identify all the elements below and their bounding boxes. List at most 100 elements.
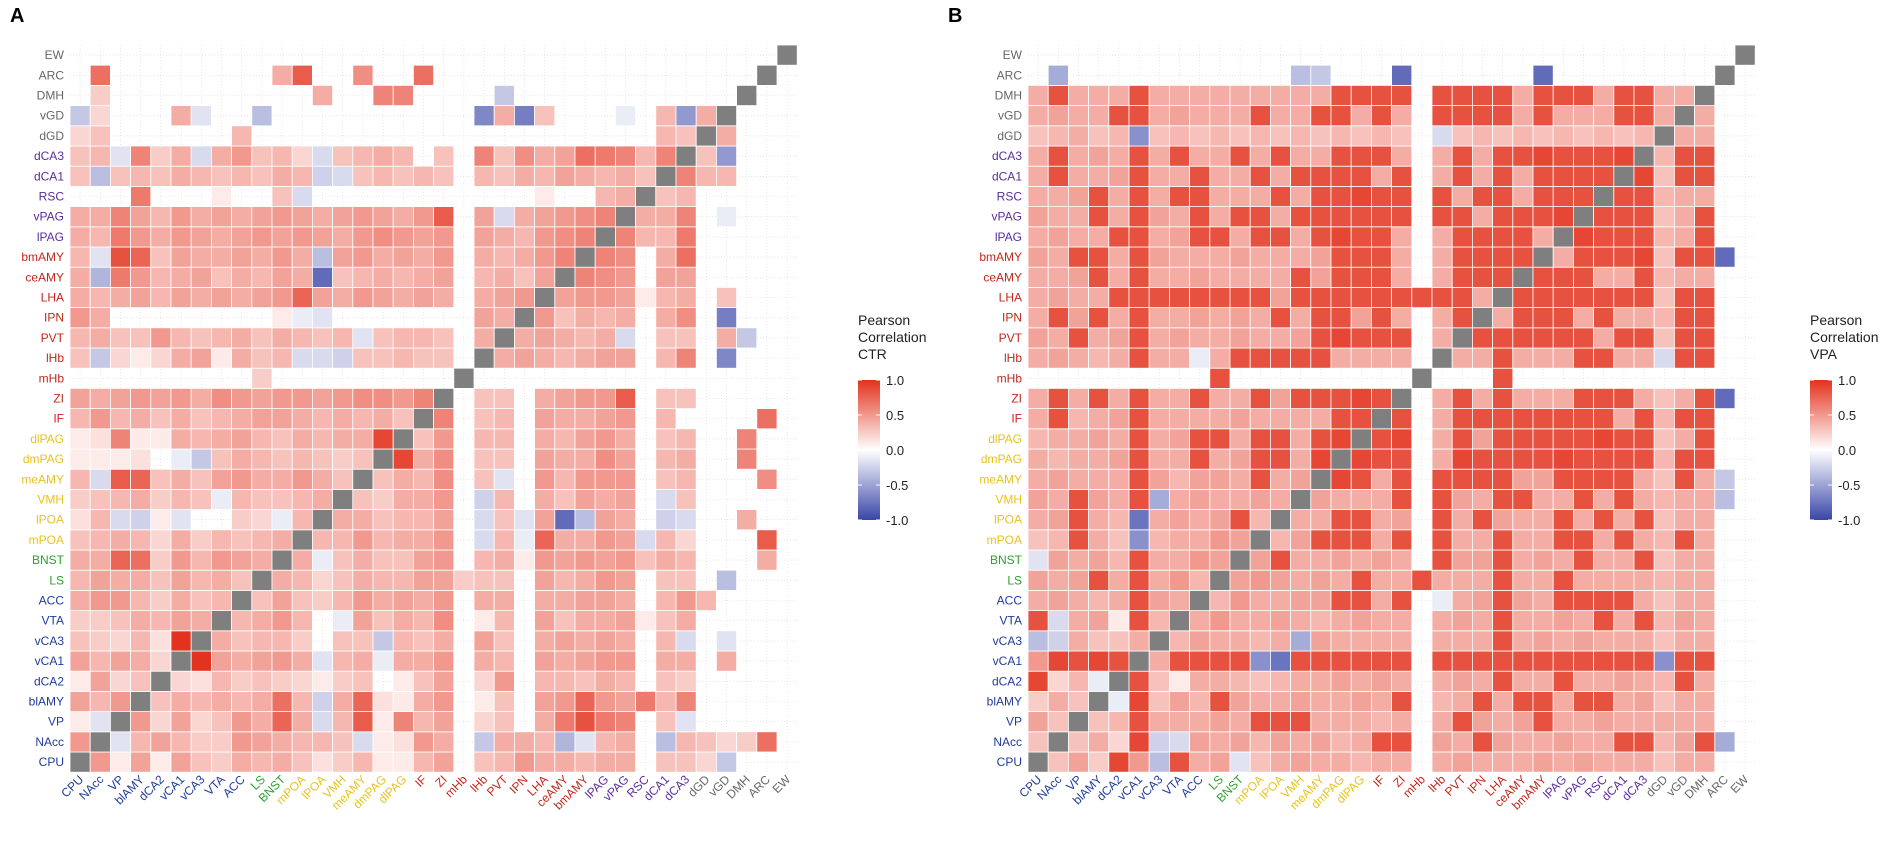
heatmap-cell <box>1068 731 1090 753</box>
y-tick-label: blAMY <box>987 695 1022 709</box>
heatmap-cell <box>311 307 333 329</box>
colorbar-tick-label: 1.0 <box>886 373 904 388</box>
heatmap-cell <box>1209 307 1231 329</box>
heatmap-cell <box>594 468 616 490</box>
heatmap-cell <box>1290 549 1312 571</box>
heatmap-cell <box>433 590 455 612</box>
heatmap-cell <box>1068 85 1090 107</box>
y-tick-label: dCA1 <box>34 169 64 183</box>
heatmap-cell <box>1573 165 1595 187</box>
heatmap-cell <box>210 670 232 692</box>
heatmap-cell <box>1128 711 1150 733</box>
heatmap-cell <box>1310 408 1332 430</box>
heatmap-cell <box>110 408 132 430</box>
heatmap-cell <box>352 488 374 510</box>
heatmap-cell <box>69 408 91 430</box>
heatmap-cell <box>1371 670 1393 692</box>
heatmap-cell <box>251 165 273 187</box>
heatmap-cell <box>1249 650 1271 672</box>
heatmap-cell <box>1249 691 1271 713</box>
heatmap-cell <box>675 125 697 147</box>
heatmap-cell <box>1633 569 1655 591</box>
heatmap-cell <box>594 549 616 571</box>
heatmap-cell <box>69 387 91 409</box>
heatmap-cell <box>1047 428 1069 450</box>
heatmap-cell <box>1068 590 1090 612</box>
heatmap-cell <box>150 266 172 288</box>
heatmap-cell <box>1047 246 1069 268</box>
heatmap-cell <box>1653 731 1675 753</box>
heatmap-cell <box>493 529 515 551</box>
heatmap-cell <box>271 185 293 207</box>
heatmap-cell <box>1169 569 1191 591</box>
heatmap-cell <box>655 549 677 571</box>
heatmap-cell <box>1532 630 1554 652</box>
heatmap-cell <box>655 327 677 349</box>
heatmap-cell <box>1674 569 1696 591</box>
heatmap-cell <box>1270 590 1292 612</box>
heatmap-cell <box>1431 468 1453 490</box>
heatmap-cell <box>231 488 253 510</box>
heatmap-cell <box>433 226 455 248</box>
heatmap-cell <box>473 691 495 713</box>
heatmap-cell <box>554 165 576 187</box>
y-tick-label: IPN <box>44 311 64 325</box>
heatmap-cell <box>473 569 495 591</box>
heatmap-cell <box>1391 206 1413 228</box>
heatmap-cell <box>1492 731 1514 753</box>
heatmap-cell <box>1532 610 1554 632</box>
heatmap-cell <box>1290 610 1312 632</box>
heatmap-cell <box>1532 266 1554 288</box>
heatmap-cell <box>675 347 697 369</box>
heatmap-cell <box>1472 650 1494 672</box>
heatmap-cell <box>1249 185 1271 207</box>
heatmap-cell <box>1047 691 1069 713</box>
heatmap-cell <box>1270 387 1292 409</box>
heatmap-cell <box>1128 590 1150 612</box>
heatmap-cell <box>271 691 293 713</box>
heatmap-cell <box>1350 751 1372 773</box>
heatmap-cell <box>574 731 596 753</box>
heatmap-cell <box>271 549 293 571</box>
heatmap-cell <box>1088 206 1110 228</box>
heatmap-cell <box>1108 630 1130 652</box>
heatmap-cell <box>89 428 111 450</box>
heatmap-cell <box>110 145 132 167</box>
heatmap-cell <box>311 468 333 490</box>
heatmap-cell <box>1088 468 1110 490</box>
heatmap-cell <box>514 347 536 369</box>
heatmap-cell <box>251 650 273 672</box>
heatmap-cell <box>1451 165 1473 187</box>
heatmap-cell <box>231 549 253 571</box>
heatmap-cell <box>1249 529 1271 551</box>
heatmap-cell <box>554 286 576 308</box>
heatmap-cell <box>473 509 495 531</box>
heatmap-cell <box>1451 569 1473 591</box>
heatmap-cell <box>1431 569 1453 591</box>
heatmap-cell <box>1148 145 1170 167</box>
heatmap-cell <box>1330 266 1352 288</box>
heatmap-cell <box>1310 428 1332 450</box>
heatmap-cell <box>271 569 293 591</box>
heatmap-cell <box>1169 610 1191 632</box>
heatmap-cell <box>1068 670 1090 692</box>
heatmap-cell <box>1391 731 1413 753</box>
heatmap-cell <box>1371 145 1393 167</box>
heatmap-cell <box>1431 105 1453 127</box>
heatmap-cell <box>1512 670 1534 692</box>
heatmap-cell <box>615 670 637 692</box>
heatmap-cell <box>372 165 394 187</box>
heatmap-cell <box>1088 408 1110 430</box>
heatmap-cell <box>210 286 232 308</box>
heatmap-cell <box>1512 488 1534 510</box>
heatmap-cell <box>210 488 232 510</box>
heatmap-cell <box>352 751 374 773</box>
heatmap-cell <box>251 367 273 389</box>
heatmap-cell <box>695 751 717 773</box>
heatmap-cell <box>190 751 212 773</box>
heatmap-cell <box>1270 448 1292 470</box>
heatmap-cell <box>473 266 495 288</box>
heatmap-cell <box>332 286 354 308</box>
heatmap-cell <box>311 145 333 167</box>
heatmap-cell <box>1027 630 1049 652</box>
